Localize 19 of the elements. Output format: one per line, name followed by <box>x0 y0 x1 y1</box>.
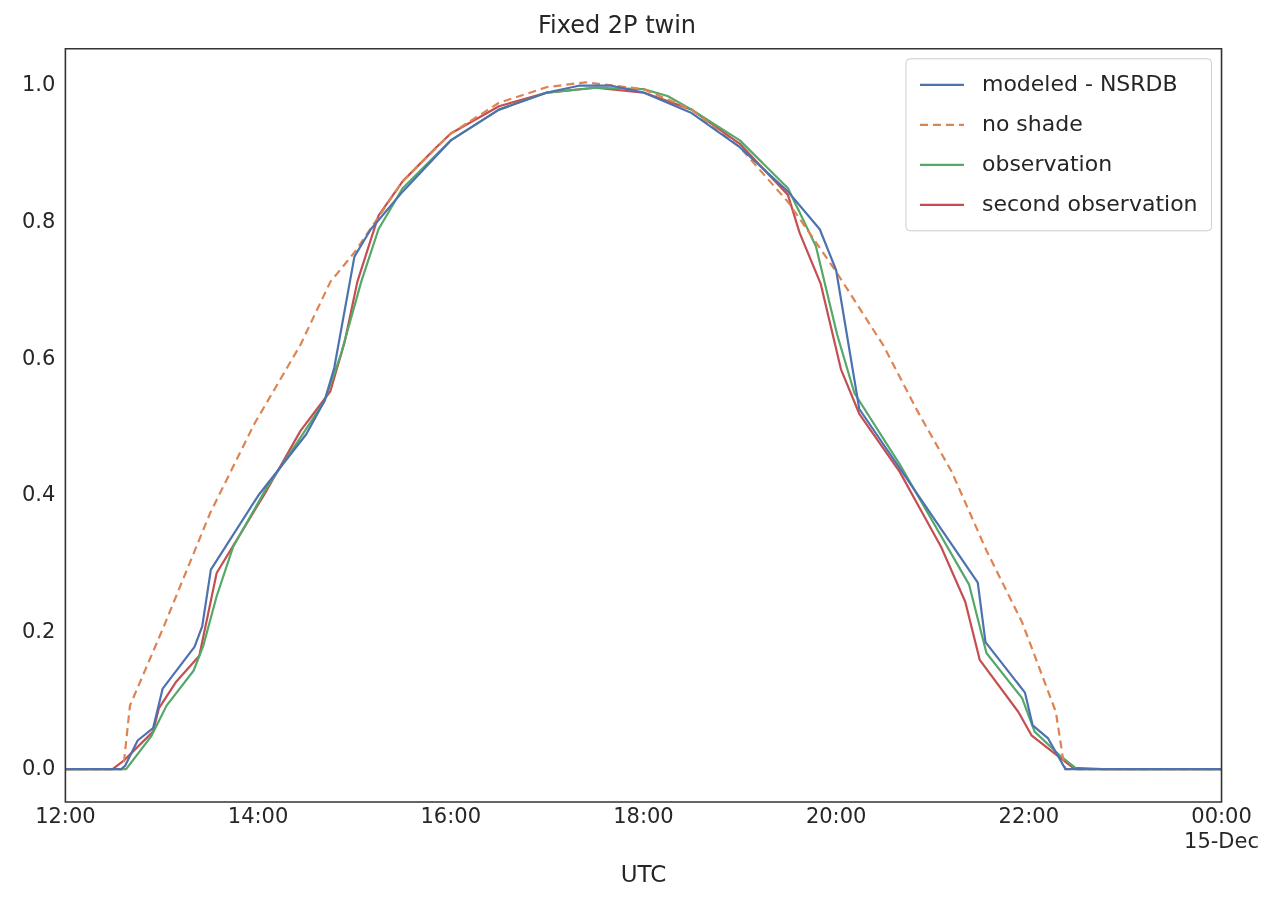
legend-label: observation <box>981 150 1113 176</box>
y-tick-label: 0.8 <box>21 208 56 233</box>
x-tick-label: 16:00 <box>420 804 482 829</box>
y-tick-label: 1.0 <box>21 72 56 97</box>
x-axis-title: UTC <box>620 861 667 888</box>
x-tick-label: 22:00 <box>998 804 1060 829</box>
x-tick-label: 00:00 15-Dec <box>1184 804 1259 854</box>
y-tick-label: 0.2 <box>21 618 56 643</box>
x-tick-label: 14:00 <box>227 804 289 829</box>
x-tick-label: 12:00 <box>35 804 96 829</box>
y-tick-label: 0.0 <box>21 755 56 780</box>
x-tick-label: 18:00 <box>613 804 674 829</box>
legend-label: second observation <box>981 190 1198 216</box>
x-tick-label: 20:00 <box>805 804 867 829</box>
legend-label: no shade <box>981 110 1083 136</box>
chart-title: Fixed 2P twin <box>537 10 697 39</box>
legend-label: modeled - NSRDB <box>981 70 1178 96</box>
y-tick-label: 0.6 <box>21 345 56 370</box>
y-tick-label: 0.4 <box>21 482 56 507</box>
